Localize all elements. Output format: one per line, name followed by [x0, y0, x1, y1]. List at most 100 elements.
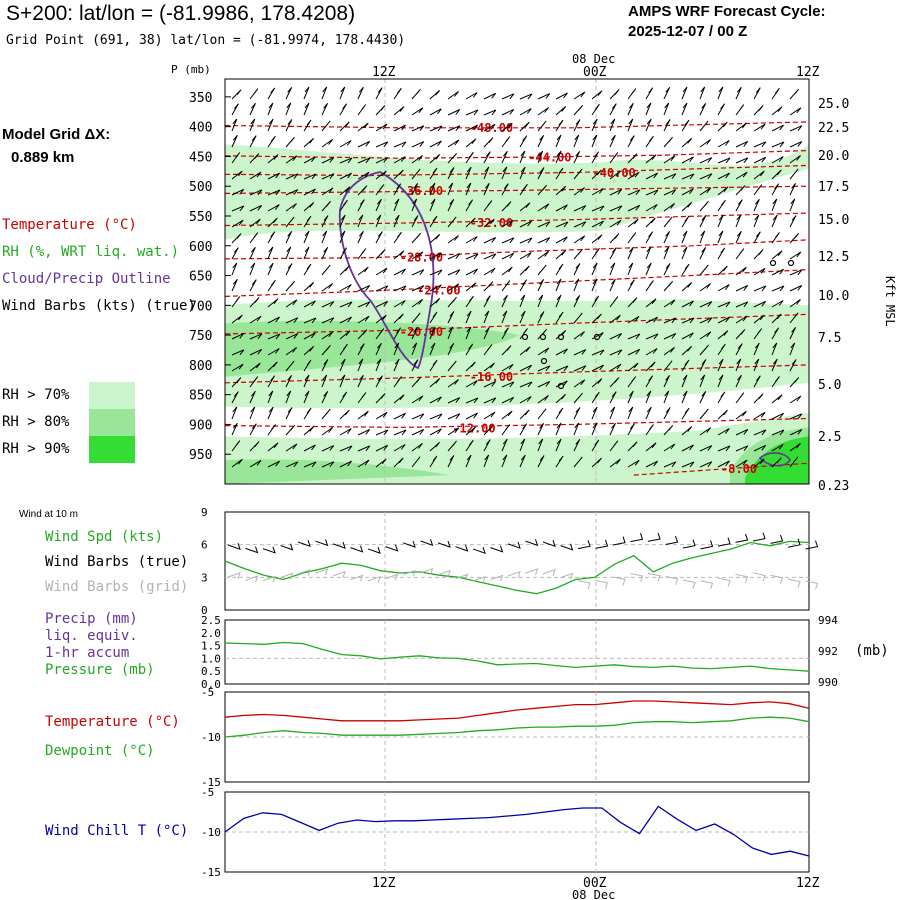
wind-barb — [231, 278, 238, 292]
wind-barb — [429, 311, 438, 324]
wind-barb — [393, 250, 405, 260]
wind-barb — [717, 343, 726, 356]
wind-barb — [771, 232, 780, 244]
surface-wind-barb-grid — [332, 570, 346, 578]
wind-barb — [699, 200, 709, 212]
wind-barb — [555, 150, 562, 164]
wind-barb — [447, 413, 461, 420]
pressure-tick-label: 850 — [189, 389, 212, 404]
height-tick-label: 12.5 — [818, 250, 849, 265]
wind-barb — [735, 122, 747, 132]
wind-barb — [411, 285, 425, 292]
legend-rh70: RH > 70% — [2, 387, 70, 403]
surface-wind-barb-true — [332, 541, 346, 549]
wind-barb — [357, 230, 364, 244]
wind-barb — [735, 428, 749, 436]
wind-barb — [627, 315, 640, 324]
wind-barb — [321, 102, 329, 116]
wind-barb — [447, 440, 457, 452]
calm-wind-circle — [521, 333, 529, 341]
wind-barb — [591, 332, 604, 340]
wind-barb — [789, 342, 796, 356]
wind-barb — [537, 150, 544, 164]
wind-barb — [357, 122, 369, 132]
wind-barb — [465, 295, 474, 308]
wind-barb — [573, 263, 581, 276]
wind-barb — [519, 423, 528, 436]
wind-barb — [573, 438, 581, 452]
wind-barb — [267, 424, 276, 436]
wind-barb — [591, 151, 600, 164]
wind-barb — [357, 171, 370, 180]
pressure-right-tick: 994 — [818, 614, 838, 627]
wind-barb — [789, 107, 802, 116]
wind-barb — [789, 285, 803, 292]
wind-barb — [339, 230, 346, 244]
wind-barb — [753, 249, 764, 260]
wind-barb — [249, 218, 261, 228]
wind-barb — [771, 106, 783, 116]
wind-barb — [591, 118, 598, 132]
wind-barb — [735, 214, 742, 228]
wind-barb — [501, 438, 508, 452]
wind-barb — [681, 156, 694, 164]
wind-barb — [429, 342, 436, 356]
wind-barb — [681, 86, 688, 100]
legend-rh80: RH > 80% — [2, 414, 70, 430]
wind-barb — [627, 362, 639, 372]
wind-barb — [771, 141, 785, 148]
wind-barb — [267, 189, 281, 196]
wind-barb — [483, 411, 496, 420]
wind-barb — [627, 204, 641, 212]
time-tick-top: 00Z — [583, 65, 607, 80]
wind-barb — [771, 300, 784, 308]
surface-wind-barb-true — [402, 540, 416, 548]
wind-barb — [519, 294, 526, 308]
wind-barb — [717, 428, 730, 436]
wind-speed-10m-frame — [224, 511, 810, 611]
wind-barb — [249, 232, 259, 244]
temperature-dewpoint-series-0 — [224, 700, 810, 722]
precip-pressure-y-tick: 2.0 — [201, 627, 221, 640]
wind-chill-y-tick: -10 — [201, 826, 221, 839]
wind-barb — [663, 390, 670, 404]
wind-barb — [591, 422, 598, 436]
wind-barb — [753, 375, 761, 388]
wind-barb — [249, 406, 256, 420]
model-grid-label: Model Grid ΔX: — [2, 126, 111, 143]
wind-barb — [681, 317, 695, 324]
wind-barb — [501, 410, 513, 420]
legend-wind-speed: Wind Spd (kts) — [45, 529, 164, 545]
wind-barb — [429, 140, 442, 148]
wind-barb — [537, 408, 547, 420]
pressure-tick-label: 700 — [189, 299, 212, 314]
wind-barb — [303, 300, 316, 308]
wind-barb — [303, 173, 317, 180]
wind-barb — [465, 166, 472, 180]
wind-barb — [753, 314, 765, 324]
wind-barb — [267, 442, 279, 452]
wind-barb — [375, 184, 385, 196]
surface-wind-barb-grid — [735, 573, 749, 583]
wind-barb — [771, 313, 782, 324]
wind-barb — [735, 392, 745, 404]
wind-barb — [645, 172, 658, 180]
wind-barb — [321, 138, 333, 148]
wind-barb — [717, 301, 731, 308]
pressure-tick-label: 350 — [189, 91, 212, 106]
wind-barb — [771, 198, 778, 212]
wind-barb — [285, 173, 299, 180]
wind-barb — [375, 87, 383, 100]
wind-barb — [537, 278, 545, 292]
wind-barb — [483, 310, 490, 324]
wind-barb — [339, 460, 352, 468]
wind-barb — [501, 381, 515, 388]
wind-barb — [447, 167, 455, 180]
isotherm-line — [224, 149, 810, 159]
wind-barb — [393, 106, 405, 116]
wind-barb — [537, 237, 551, 244]
wind-barb — [573, 392, 583, 404]
wind-barb — [663, 299, 676, 308]
wind-barb — [447, 216, 457, 228]
wind-barb — [411, 342, 418, 356]
